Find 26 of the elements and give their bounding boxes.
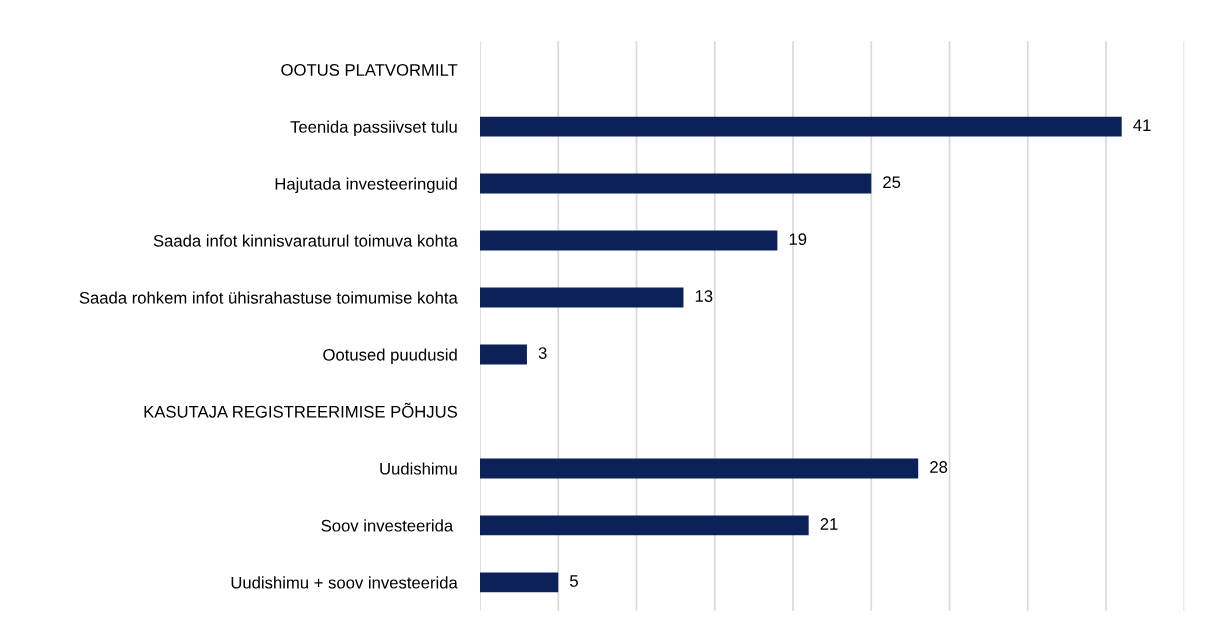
bar xyxy=(479,230,778,251)
y-tick-label: Ootused puudusid xyxy=(323,348,457,364)
data-label: 13 xyxy=(695,290,713,302)
bar xyxy=(479,116,1122,137)
y-tick-label: Uudishimu xyxy=(380,462,457,475)
y-tick-label: Uudishimu + soov investeerida xyxy=(231,576,458,589)
y-tick-label: OOTUS PLATVORMILT xyxy=(281,64,458,76)
bar xyxy=(479,173,872,194)
data-label: 3 xyxy=(538,347,547,359)
bar xyxy=(479,515,809,536)
y-tick-label: KASUTAJA REGISTREERIMISE PÕHJUS xyxy=(144,402,457,418)
y-tick-label: Hajutada investeeringuid xyxy=(275,177,457,194)
data-label: 28 xyxy=(930,461,948,473)
y-tick-label: Saada infot kinnisvaraturul toimuva kohta xyxy=(153,234,458,247)
data-label: 25 xyxy=(883,176,901,189)
bar xyxy=(479,344,527,365)
y-tick-label: Teenida passiivset tulu xyxy=(290,120,457,137)
bar xyxy=(479,287,684,308)
y-tick-label: Saada rohkem infot ühisrahastuse toimumise kohta xyxy=(79,291,458,304)
data-label: 21 xyxy=(820,518,838,530)
bar xyxy=(479,572,559,593)
data-label: 19 xyxy=(789,233,807,246)
data-label: 41 xyxy=(1133,119,1151,131)
data-label: 5 xyxy=(570,575,578,587)
bar xyxy=(479,458,919,479)
y-tick-label: Soov investeerida xyxy=(321,519,454,532)
